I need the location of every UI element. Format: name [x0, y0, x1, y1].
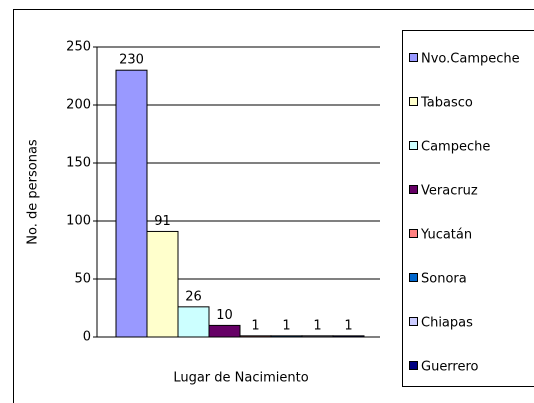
y-axis-label: No. de personas [26, 139, 41, 245]
legend-label: Sonora [421, 272, 467, 287]
data-label: 26 [185, 289, 202, 304]
bar [146, 230, 179, 338]
legend-label: Chiapas [421, 316, 473, 331]
y-tick-label: 250 [66, 40, 91, 55]
legend-swatch [409, 185, 418, 194]
legend-label: Veracruz [421, 184, 478, 199]
data-label: 10 [216, 308, 233, 323]
data-label: 1 [313, 318, 321, 333]
data-label: 91 [154, 214, 171, 229]
data-label: 230 [119, 53, 144, 68]
legend-label: Tabasco [420, 96, 473, 111]
bar [177, 306, 210, 338]
y-tick-label: 200 [66, 98, 91, 113]
y-tick-label: 100 [66, 214, 91, 229]
legend-swatch [409, 97, 418, 106]
legend-swatch [409, 361, 418, 370]
legend-label: Campeche [421, 140, 490, 155]
bar [115, 69, 148, 338]
bar [208, 324, 241, 338]
y-tick-label: 150 [66, 156, 91, 171]
y-tick-label: 50 [74, 272, 91, 287]
legend-swatch [409, 229, 418, 238]
legend-swatch [409, 141, 418, 150]
legend-label: Guerrero [421, 360, 479, 375]
legend-swatch [409, 273, 418, 282]
legend-swatch [409, 317, 418, 326]
data-label: 1 [282, 318, 290, 333]
data-label: 1 [344, 318, 352, 333]
legend-label: Yucatán [420, 228, 472, 243]
x-axis-label: Lugar de Nacimiento [173, 371, 308, 386]
data-label: 1 [251, 318, 259, 333]
legend-label: Nvo.Campeche [421, 52, 520, 67]
y-tick-label: 0 [83, 330, 91, 345]
legend-swatch [409, 53, 418, 62]
legend-box [402, 30, 534, 387]
